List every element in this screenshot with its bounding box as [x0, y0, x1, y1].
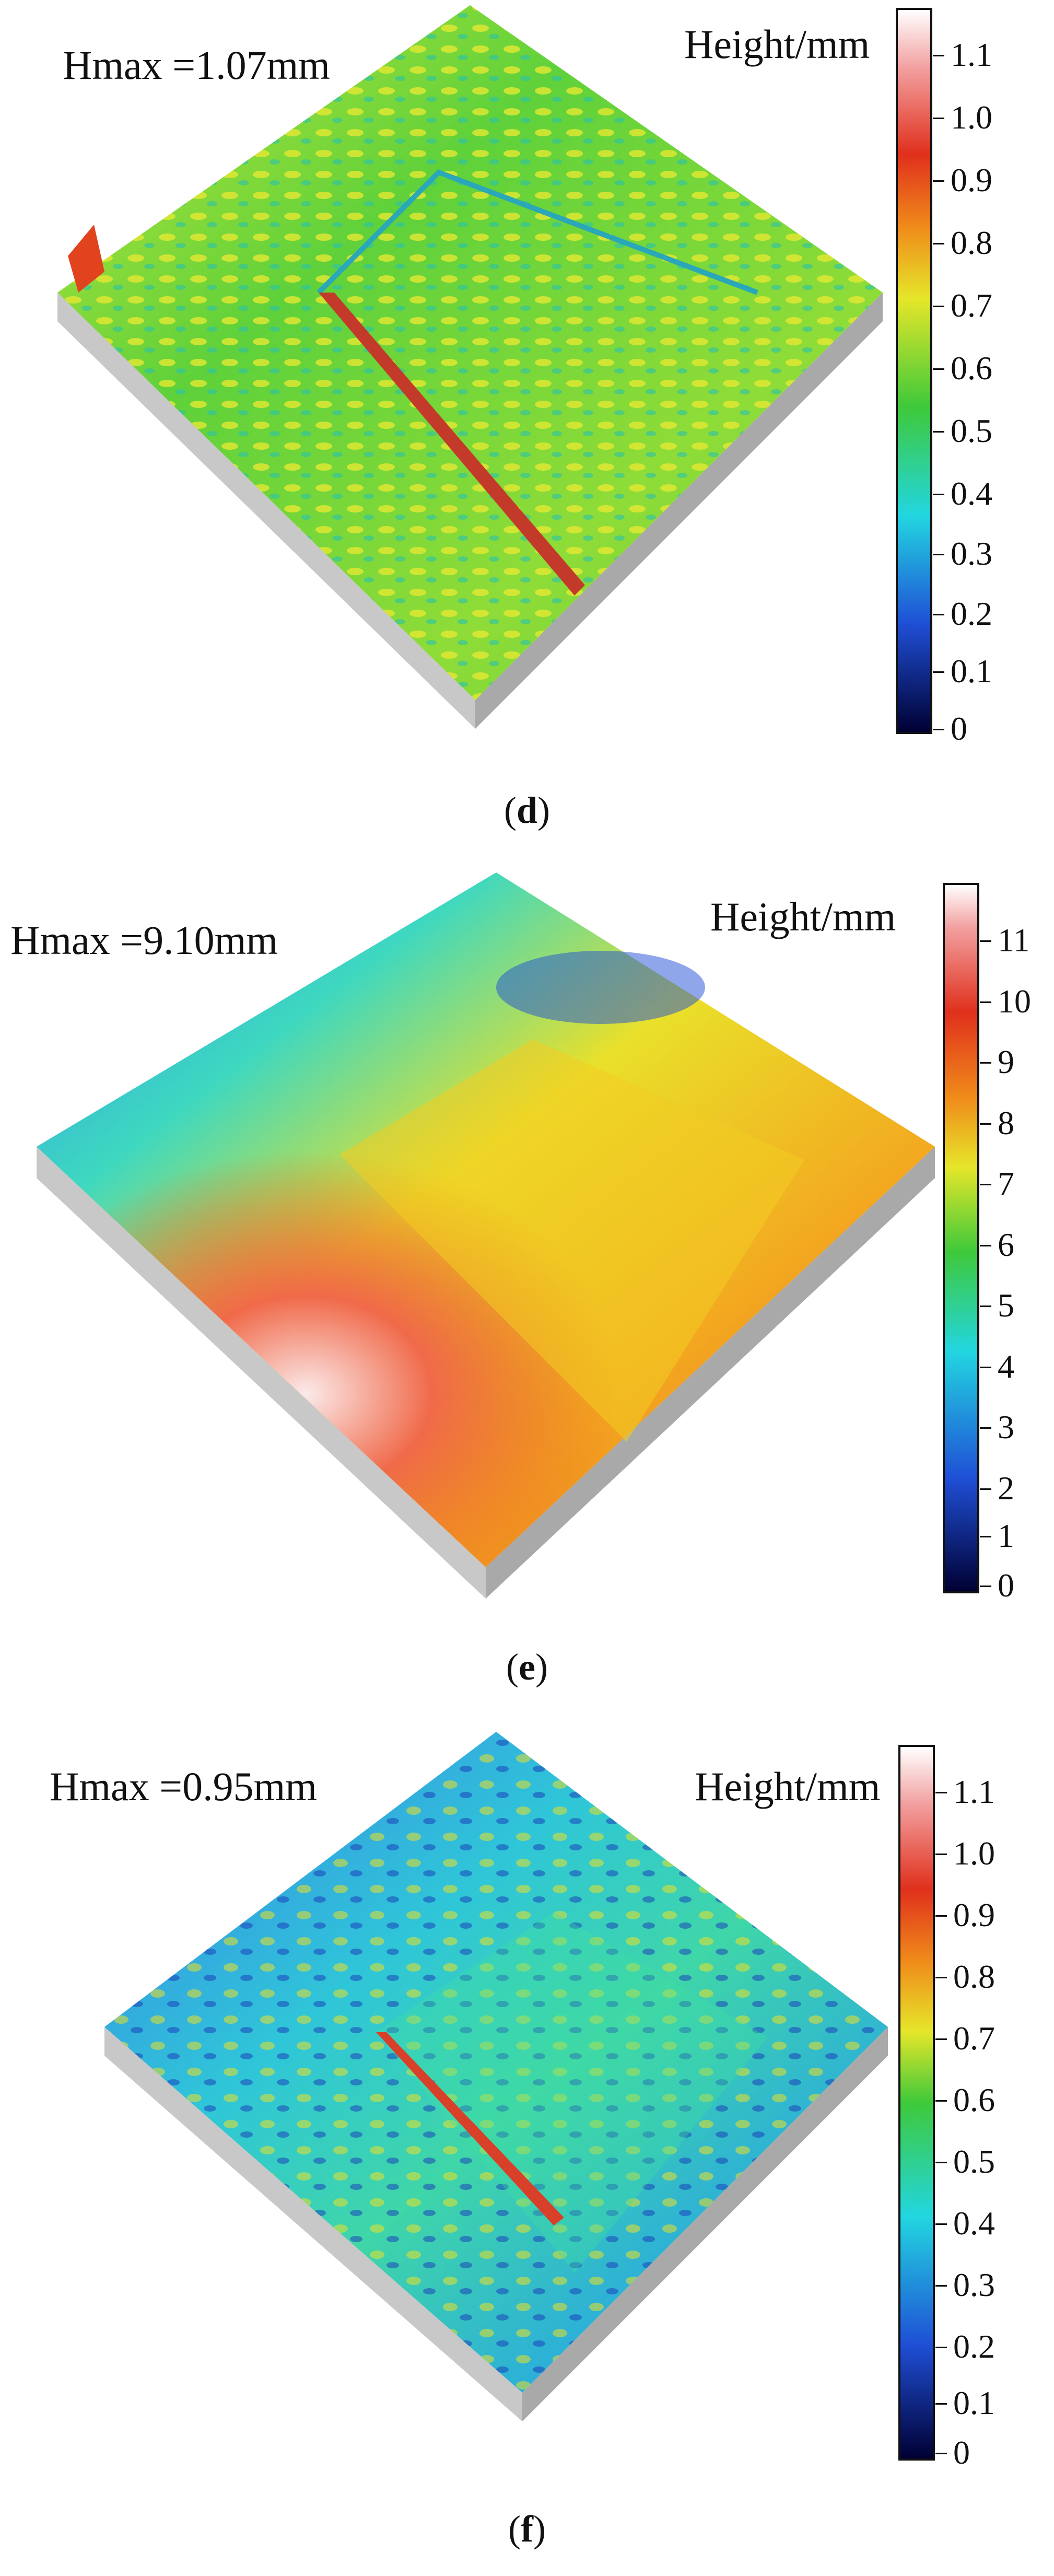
panel-d: Hmax =1.07mm Height/mm 1.1 1.0 0.9 0.8 0… — [0, 0, 1054, 862]
tick-label: 0.4 — [933, 475, 992, 512]
tick-label: 0.4 — [935, 2205, 995, 2242]
tick-label: 8 — [980, 1104, 1014, 1141]
tick-label: 0.5 — [935, 2143, 995, 2180]
caption-f: (f) — [508, 2508, 546, 2550]
tick-label: 0.7 — [935, 2020, 995, 2057]
tick-label: 0.1 — [933, 652, 992, 690]
tick-label: 1.0 — [933, 99, 992, 136]
tick-label: 0.5 — [933, 412, 992, 449]
tick-label: 3 — [980, 1408, 1014, 1446]
tick-label: 0.9 — [933, 161, 992, 199]
tick-label: 0.8 — [935, 1958, 995, 1995]
tick-label: 1 — [980, 1517, 1014, 1554]
tick-label: 4 — [980, 1348, 1014, 1385]
tick-label: 0 — [980, 1567, 1014, 1604]
tick-label: 0.9 — [935, 1896, 995, 1933]
colorbar-ticks: 1.1 1.0 0.9 0.8 0.7 0.6 0.5 0.4 0.3 0.2 … — [935, 1724, 1047, 2576]
tick-label: 0.8 — [933, 224, 992, 261]
colorbar-ticks: 1.1 1.0 0.9 0.8 0.7 0.6 0.5 0.4 0.3 0.2 … — [933, 0, 1045, 862]
tick-label: 1.1 — [935, 1773, 995, 1810]
tick-label: 0.2 — [935, 2328, 995, 2365]
tick-label: 0.2 — [933, 595, 992, 632]
hmax-label: Hmax =0.95mm — [50, 1764, 317, 1809]
caption-e: (e) — [506, 1646, 548, 1688]
colorbar-title: Height/mm — [684, 21, 870, 67]
tick-label: 0.7 — [933, 287, 992, 324]
tick-label: 0.6 — [935, 2081, 995, 2118]
tick-label: 0 — [933, 710, 967, 747]
colorbar — [898, 1745, 935, 2461]
hmax-label: Hmax =9.10mm — [10, 917, 278, 963]
tick-label: 0 — [935, 2434, 970, 2471]
tick-label: 1.0 — [935, 1835, 995, 1872]
panel-e: Hmax =9.10mm Height/mm 11 10 9 8 7 6 5 4… — [0, 862, 1054, 1724]
caption-d: (d) — [503, 789, 550, 831]
surface-plot-d — [57, 5, 883, 729]
tick-label: 7 — [980, 1165, 1014, 1202]
tick-label: 10 — [980, 983, 1031, 1020]
tick-label: 6 — [980, 1226, 1014, 1263]
tick-label: 0.1 — [935, 2384, 995, 2421]
surface-plot-e — [37, 872, 935, 1599]
tick-label: 2 — [980, 1470, 1014, 1507]
tick-label: 5 — [980, 1287, 1014, 1324]
tick-label: 1.1 — [933, 36, 992, 73]
tick-label: 9 — [980, 1043, 1014, 1080]
hmax-label: Hmax =1.07mm — [63, 42, 330, 88]
tick-label: 11 — [980, 922, 1030, 959]
tick-label: 0.6 — [933, 349, 992, 387]
colorbar-title: Height/mm — [695, 1764, 881, 1809]
colorbar-ticks: 11 10 9 8 7 6 5 4 3 2 1 0 — [980, 862, 1050, 1724]
surface-plot-f — [104, 1732, 888, 2421]
panel-f: Hmax =0.95mm Height/mm 1.1 1.0 0.9 0.8 0… — [0, 1724, 1054, 2576]
tick-label: 0.3 — [933, 535, 992, 572]
colorbar — [896, 8, 932, 734]
colorbar — [943, 883, 979, 1593]
tick-label: 0.3 — [935, 2266, 995, 2303]
colorbar-title: Height/mm — [710, 894, 896, 939]
